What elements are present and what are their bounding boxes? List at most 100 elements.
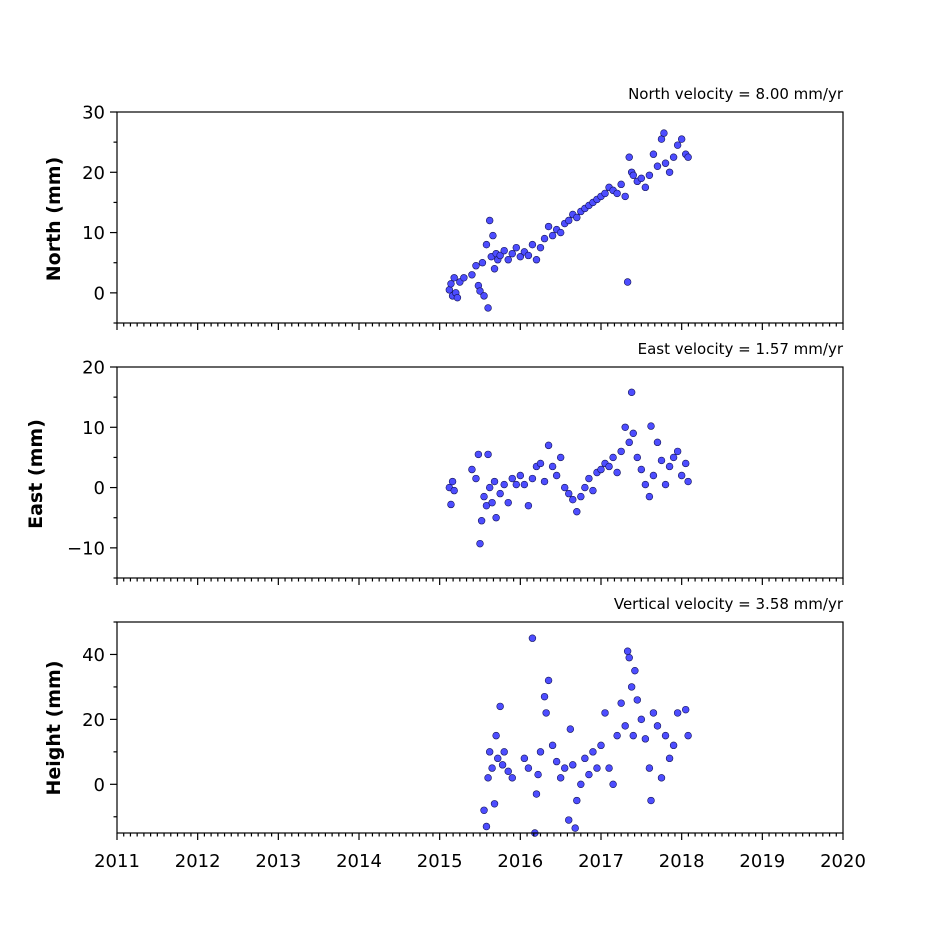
height-y-tick-label: 40 xyxy=(82,645,105,666)
east-data-point xyxy=(485,483,494,492)
height-data-point xyxy=(496,702,504,711)
height-data-point xyxy=(684,731,692,740)
north-data-point xyxy=(496,251,504,260)
east-data-point xyxy=(484,450,492,459)
east-y-tick-label: 0 xyxy=(94,478,105,499)
height-data-point xyxy=(623,647,632,655)
height-data-point xyxy=(534,770,542,779)
north-data-point xyxy=(677,135,686,143)
height-axes-frame xyxy=(116,621,844,834)
east-data-point xyxy=(673,447,682,456)
east-data-point xyxy=(482,501,491,510)
north-data-point xyxy=(504,256,512,264)
east-data-point xyxy=(677,471,686,480)
east-data-point xyxy=(508,474,516,483)
east-data-point xyxy=(516,471,525,480)
north-data-point xyxy=(512,243,520,252)
north-data-point xyxy=(637,174,646,183)
north-data-point xyxy=(453,293,462,302)
height-y-axis-label: Height (mm) xyxy=(43,660,65,795)
north-data-point xyxy=(450,274,458,282)
x-tick-label: 2017 xyxy=(578,851,624,872)
height-data-point xyxy=(552,757,561,766)
north-data-point xyxy=(617,180,625,189)
x-tick-label: 2015 xyxy=(417,851,463,872)
north-data-point xyxy=(478,259,487,267)
x-tick-label: 2019 xyxy=(739,851,785,872)
height-data-point xyxy=(480,806,488,814)
east-data-point xyxy=(653,438,662,447)
height-data-point xyxy=(524,764,533,772)
height-data-point xyxy=(528,634,537,642)
height-data-point xyxy=(520,754,529,763)
height-data-point xyxy=(488,764,496,772)
east-data-point xyxy=(637,465,646,474)
height-data-point xyxy=(597,741,605,750)
east-data-point xyxy=(448,477,457,486)
north-data-point xyxy=(460,274,468,282)
north-data-point xyxy=(653,162,662,170)
height-data-point xyxy=(633,696,641,704)
height-data-point xyxy=(542,709,550,717)
east-data-point xyxy=(447,500,455,509)
east-data-point xyxy=(657,456,666,465)
north-data-point xyxy=(524,251,533,260)
height-data-points xyxy=(480,634,692,837)
height-data-point xyxy=(569,761,577,769)
east-data-point xyxy=(581,483,589,492)
east-data-point xyxy=(524,501,533,510)
north-y-tick-label: 30 xyxy=(82,103,105,124)
north-data-point xyxy=(468,271,476,279)
north-data-point xyxy=(544,222,553,231)
height-data-point xyxy=(556,774,565,782)
east-data-point xyxy=(669,453,678,462)
height-data-point xyxy=(625,654,633,662)
north-data-point xyxy=(623,278,632,286)
north-data-point xyxy=(485,216,494,225)
height-data-point xyxy=(540,692,549,701)
east-data-point xyxy=(627,388,636,397)
height-data-point xyxy=(560,764,569,772)
east-data-point xyxy=(605,462,613,471)
east-data-point xyxy=(490,477,499,486)
east-data-point xyxy=(476,539,484,548)
east-data-point xyxy=(647,422,655,430)
east-data-point xyxy=(665,462,674,471)
north-data-point xyxy=(500,246,508,255)
north-y-tick-label: 0 xyxy=(94,283,105,304)
east-data-point xyxy=(548,462,557,471)
north-data-point xyxy=(665,168,674,176)
east-data-point xyxy=(661,480,670,489)
east-data-point xyxy=(560,483,569,492)
east-velocity-title: East velocity = 1.57 mm/yr xyxy=(638,340,844,358)
north-velocity-title: North velocity = 8.00 mm/yr xyxy=(628,85,844,103)
height-data-point xyxy=(500,748,508,756)
x-tick-label: 2011 xyxy=(94,851,140,872)
height-data-point xyxy=(589,748,597,756)
north-data-point xyxy=(625,153,633,161)
east-y-tick-label: 10 xyxy=(82,418,105,439)
east-data-point xyxy=(633,453,641,462)
height-data-point xyxy=(605,764,613,772)
height-data-point xyxy=(601,709,609,717)
north-data-point xyxy=(629,171,637,180)
east-data-point xyxy=(468,465,476,474)
height-data-point xyxy=(617,699,625,707)
east-data-point xyxy=(641,480,650,489)
north-data-point xyxy=(645,171,654,180)
north-data-point xyxy=(528,240,537,249)
north-data-point xyxy=(489,231,497,240)
east-data-point xyxy=(488,498,496,507)
height-data-point xyxy=(637,715,646,724)
x-tick-label: 2014 xyxy=(336,851,382,872)
east-data-point xyxy=(474,450,483,459)
x-tick-label: 2020 xyxy=(820,851,866,872)
height-data-point xyxy=(490,800,499,808)
height-data-point xyxy=(508,774,516,782)
height-y-tick-label: 0 xyxy=(94,775,105,796)
east-y-axis-label: East (mm) xyxy=(25,419,47,529)
east-data-point xyxy=(512,480,520,489)
height-data-point xyxy=(653,722,662,730)
east-y-tick-label: −10 xyxy=(67,538,105,559)
north-data-point xyxy=(484,304,492,312)
